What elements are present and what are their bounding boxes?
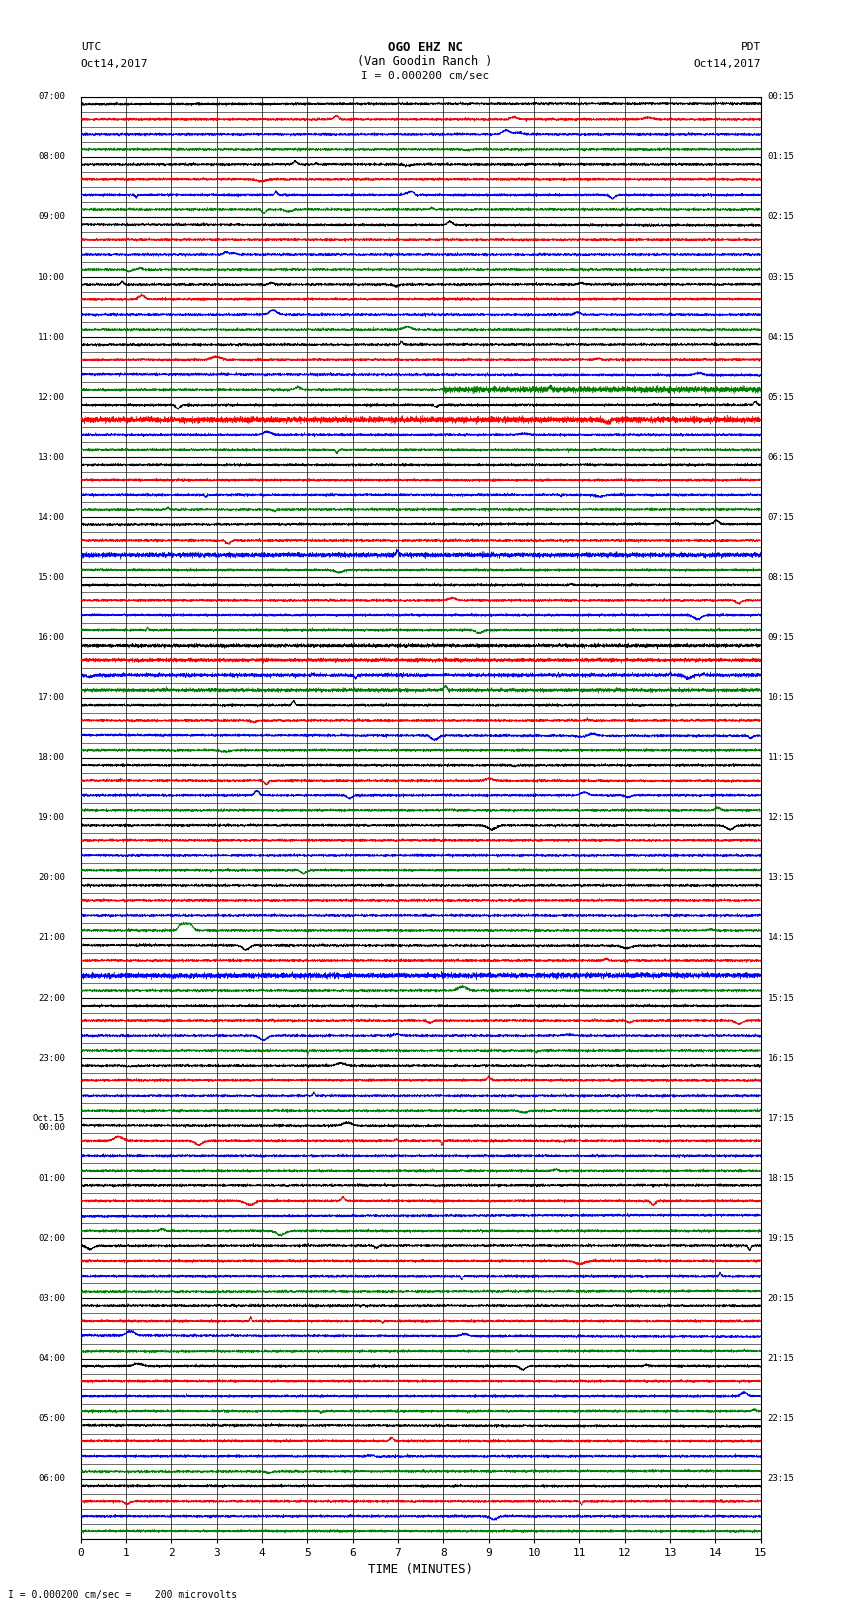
Text: 20:15: 20:15 (768, 1294, 795, 1303)
Text: UTC: UTC (81, 42, 101, 52)
Text: OGO EHZ NC: OGO EHZ NC (388, 40, 462, 53)
Text: 19:00: 19:00 (38, 813, 65, 823)
Text: 11:15: 11:15 (768, 753, 795, 763)
Text: Oct14,2017: Oct14,2017 (694, 60, 761, 69)
Text: 02:15: 02:15 (768, 213, 795, 221)
X-axis label: TIME (MINUTES): TIME (MINUTES) (368, 1563, 473, 1576)
Text: Oct14,2017: Oct14,2017 (81, 60, 148, 69)
Text: 08:15: 08:15 (768, 573, 795, 582)
Text: 18:15: 18:15 (768, 1174, 795, 1182)
Text: 13:00: 13:00 (38, 453, 65, 461)
Text: 22:15: 22:15 (768, 1415, 795, 1423)
Text: 16:15: 16:15 (768, 1053, 795, 1063)
Text: 06:00: 06:00 (38, 1474, 65, 1484)
Text: 01:15: 01:15 (768, 152, 795, 161)
Text: 17:00: 17:00 (38, 694, 65, 702)
Text: 12:00: 12:00 (38, 392, 65, 402)
Text: 07:00: 07:00 (38, 92, 65, 102)
Text: 04:00: 04:00 (38, 1353, 65, 1363)
Text: 16:00: 16:00 (38, 632, 65, 642)
Text: 15:00: 15:00 (38, 573, 65, 582)
Text: I = 0.000200 cm/sec: I = 0.000200 cm/sec (361, 71, 489, 81)
Text: 03:15: 03:15 (768, 273, 795, 282)
Text: 22:00: 22:00 (38, 994, 65, 1003)
Text: 11:00: 11:00 (38, 332, 65, 342)
Text: 15:15: 15:15 (768, 994, 795, 1003)
Text: 14:00: 14:00 (38, 513, 65, 523)
Text: 09:15: 09:15 (768, 632, 795, 642)
Text: 19:15: 19:15 (768, 1234, 795, 1244)
Text: 04:15: 04:15 (768, 332, 795, 342)
Text: 23:15: 23:15 (768, 1474, 795, 1484)
Text: 10:00: 10:00 (38, 273, 65, 282)
Text: 23:00: 23:00 (38, 1053, 65, 1063)
Text: 06:15: 06:15 (768, 453, 795, 461)
Text: 00:15: 00:15 (768, 92, 795, 102)
Text: PDT: PDT (740, 42, 761, 52)
Text: 10:15: 10:15 (768, 694, 795, 702)
Text: 08:00: 08:00 (38, 152, 65, 161)
Text: I = 0.000200 cm/sec =    200 microvolts: I = 0.000200 cm/sec = 200 microvolts (8, 1590, 238, 1600)
Text: 05:00: 05:00 (38, 1415, 65, 1423)
Text: Oct.15: Oct.15 (32, 1113, 65, 1123)
Text: 21:00: 21:00 (38, 934, 65, 942)
Text: 20:00: 20:00 (38, 873, 65, 882)
Text: 12:15: 12:15 (768, 813, 795, 823)
Text: 03:00: 03:00 (38, 1294, 65, 1303)
Text: 21:15: 21:15 (768, 1353, 795, 1363)
Text: (Van Goodin Ranch ): (Van Goodin Ranch ) (357, 55, 493, 68)
Text: 09:00: 09:00 (38, 213, 65, 221)
Text: 17:15: 17:15 (768, 1113, 795, 1123)
Text: 07:15: 07:15 (768, 513, 795, 523)
Text: 05:15: 05:15 (768, 392, 795, 402)
Text: 00:00: 00:00 (38, 1123, 65, 1132)
Text: 18:00: 18:00 (38, 753, 65, 763)
Text: 14:15: 14:15 (768, 934, 795, 942)
Text: 01:00: 01:00 (38, 1174, 65, 1182)
Text: 02:00: 02:00 (38, 1234, 65, 1244)
Text: 13:15: 13:15 (768, 873, 795, 882)
